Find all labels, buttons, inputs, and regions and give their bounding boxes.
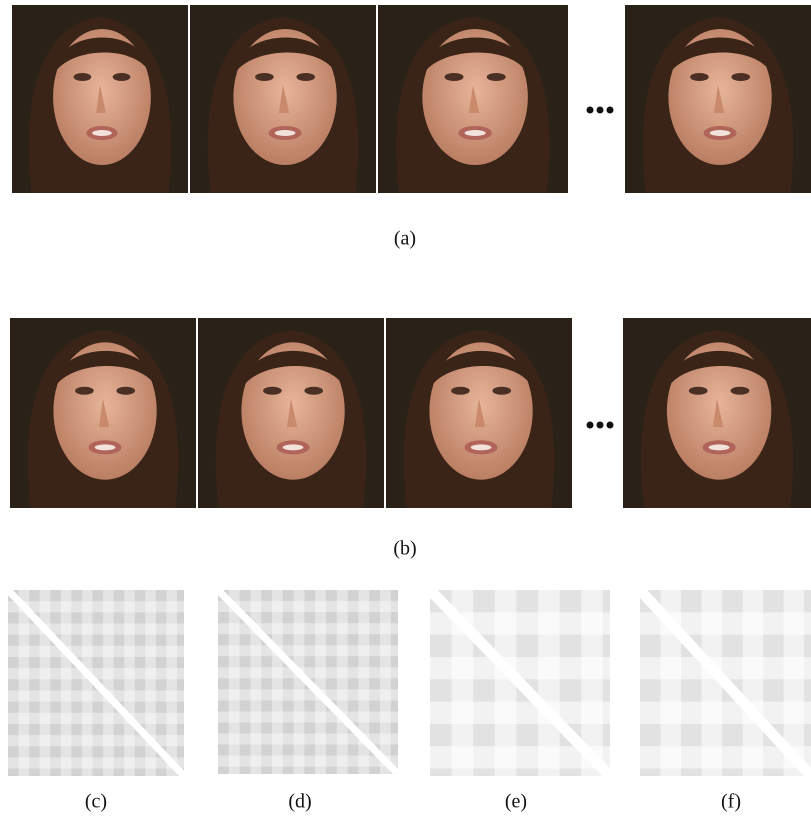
- panel-label: (f): [721, 791, 741, 813]
- similarity-maps: [8, 590, 811, 776]
- panel-label: (c): [85, 791, 107, 813]
- frame: [12, 5, 188, 193]
- frame: [198, 318, 384, 508]
- heatmap: [218, 590, 398, 774]
- heatmap: [430, 590, 610, 776]
- heatmap: [640, 590, 811, 776]
- row-b: [10, 318, 811, 508]
- panel-label: (b): [393, 538, 416, 560]
- panel-label: (a): [394, 228, 416, 250]
- panel-label: (d): [288, 791, 311, 813]
- ellipsis: [587, 107, 614, 114]
- ellipsis: [587, 422, 614, 429]
- frame: [378, 5, 568, 193]
- frame: [625, 5, 811, 193]
- panel-label: (e): [505, 791, 527, 813]
- row-a: [12, 5, 811, 193]
- frame: [623, 318, 811, 508]
- frame: [190, 5, 376, 193]
- heatmap: [8, 590, 184, 776]
- frame: [10, 318, 196, 508]
- frame: [386, 318, 572, 508]
- figure: (a) (b) (c) (d) (e) (f): [0, 0, 811, 825]
